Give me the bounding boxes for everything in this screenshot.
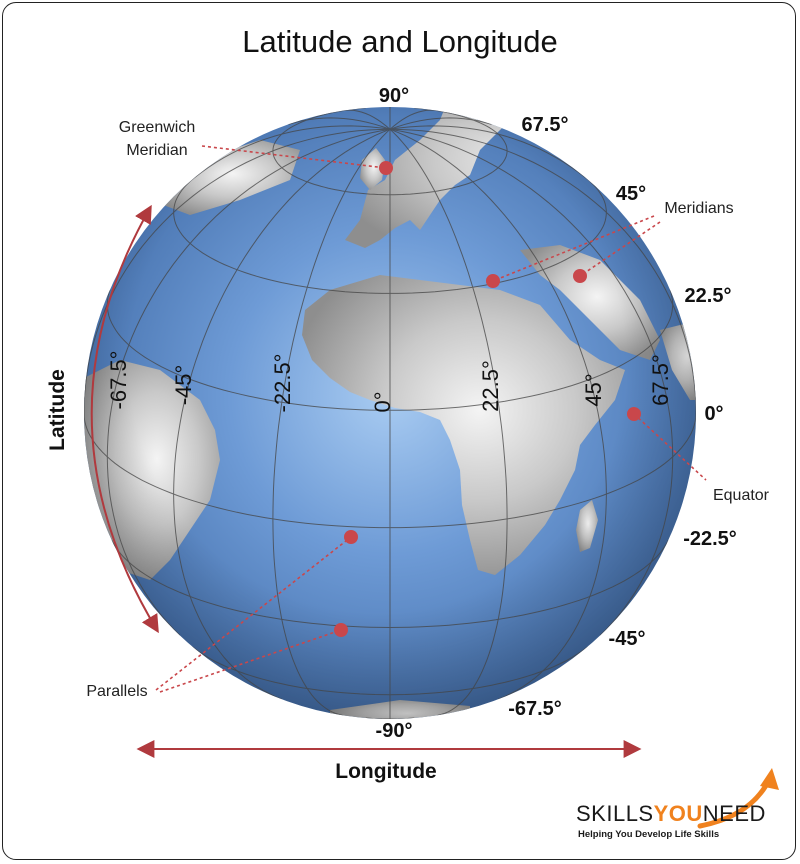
longitude-label-0: 0° [370,391,395,412]
longitude-labels: -67.5° -45° -22.5° 0° 22.5° 45° 67.5° [106,351,673,413]
annotation-leaders [155,145,707,693]
marker-greenwich [379,161,393,175]
diagram-title: Latitude and Longitude [242,24,557,59]
latitude-label-22-5: 22.5° [685,285,732,307]
leader-equator [633,413,707,481]
meridian-line [173,128,391,700]
longitude-label-45: 45° [581,373,606,406]
parallel-line [191,646,589,696]
meridian-line [389,128,508,716]
marker-equator [627,407,641,421]
leader-meridians-1 [492,215,655,282]
parallel-line [84,412,696,529]
longitude-axis-title: Longitude [335,760,436,783]
meridian-line [389,125,594,185]
latitude-label-90: 90° [379,85,409,107]
parallel-line [272,107,508,196]
meridian-line [186,125,391,185]
meridian-line [389,128,674,636]
latitude-label-minus-90: -90° [376,720,413,742]
longitude-label-67-5: 67.5° [648,354,673,406]
marker-parallel-1 [344,530,358,544]
latitude-label-0: 0° [704,403,723,425]
latitude-label-minus-67-5: -67.5° [508,698,562,720]
brand-tagline: Helping You Develop Life Skills [578,829,719,840]
leader-meridians-2 [579,221,661,277]
parallel-line [111,539,669,629]
leader-parallels-2 [159,629,342,693]
meridian-line [389,109,434,130]
brand-arrow-icon [760,768,779,790]
meridian-line [272,128,391,716]
meridian-line [389,117,492,130]
latitude-label-67-5: 67.5° [522,114,569,136]
meridian-line [389,128,607,700]
marker-parallel-2 [334,623,348,637]
longitude-label-22-5: 22.5° [478,360,503,412]
marker-meridian-2 [573,269,587,283]
annotation-greenwich-line2: Meridian [126,142,187,159]
leader-greenwich [201,145,387,169]
graticule [84,107,696,719]
parallel-line [106,289,674,411]
annotation-parallels: Parallels [86,683,147,700]
latitude-arrow [90,204,159,634]
longitude-label-minus-45: -45° [171,365,196,406]
meridian-line [288,117,391,130]
brand-name: SKILLSYOUNEED [576,801,766,826]
latitude-label-minus-22-5: -22.5° [683,528,737,550]
marker-meridian-1 [486,274,500,288]
parallel-line [173,181,607,294]
globe [84,107,696,719]
annotation-markers [334,161,641,637]
latitude-labels: 90° 67.5° 45° 22.5° 0° -22.5° -45° -67.5… [376,85,737,742]
meridian-line [106,128,391,636]
meridian-line [346,109,391,130]
annotation-meridians: Meridians [664,200,733,217]
latitude-axis-title: Latitude [46,369,69,451]
brand-logo: SKILLSYOUNEED Helping You Develop Life S… [576,768,779,840]
longitude-label-minus-67-5: -67.5° [106,351,131,410]
latitude-label-45: 45° [616,183,646,205]
leader-parallels-1 [155,536,352,691]
annotation-equator: Equator [713,487,770,504]
annotation-greenwich-line1: Greenwich [119,119,195,136]
latitude-label-minus-45: -45° [609,628,646,650]
longitude-label-minus-22-5: -22.5° [270,354,295,413]
